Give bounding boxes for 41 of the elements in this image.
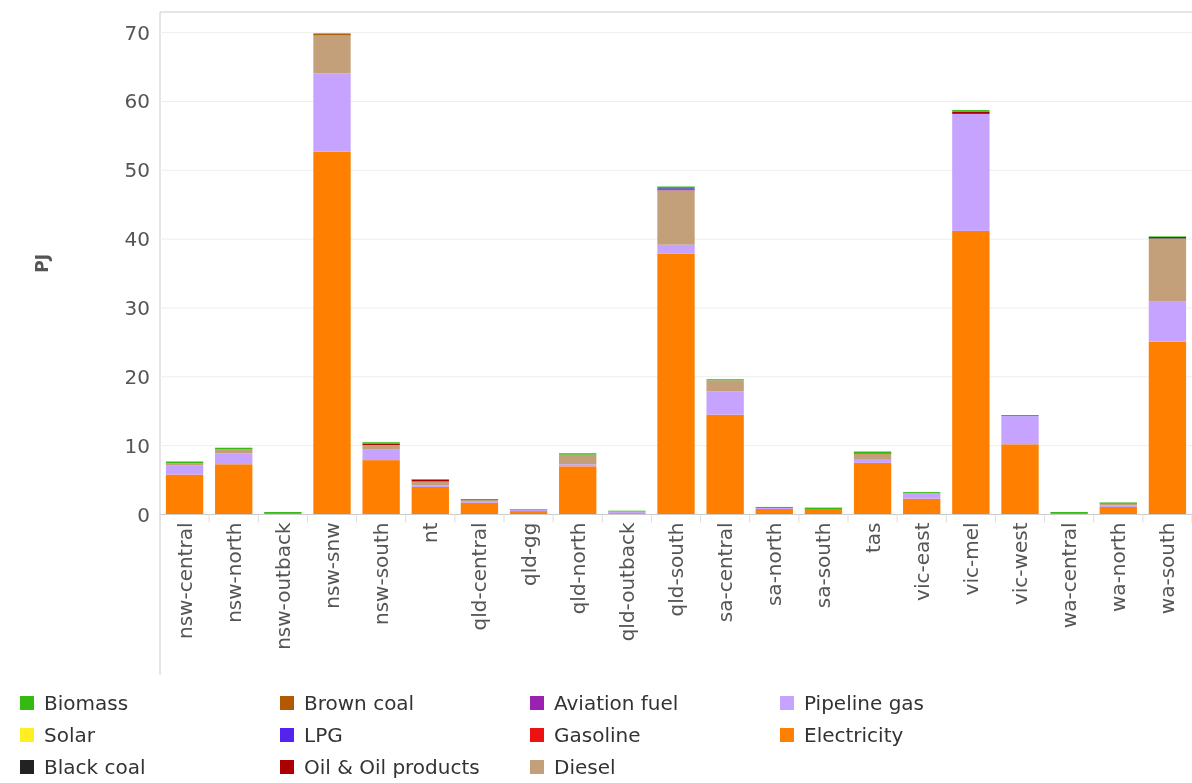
y-tick-label: 70 [124,20,150,45]
y-tick-label: 50 [124,158,150,183]
y-tick-label: 40 [124,227,150,252]
x-tick-label: nsw-snw [320,522,344,609]
x-tick-label: qld-central [467,522,492,631]
legend-label: Biomass [44,691,129,715]
x-tick-label: nt [418,522,443,544]
x-tick-label: sa-central [713,522,738,623]
legend-label: Diesel [554,755,616,779]
x-tick-label: qld-south [664,522,688,617]
y-tick-label: 20 [124,364,150,389]
y-tick-label: 60 [124,89,150,114]
x-tick-label: vic-west [1008,522,1032,606]
x-tick-label: sa-north [762,522,787,607]
y-axis-title: PJ [32,253,52,273]
x-tick-label: wa-central [1057,522,1082,629]
x-tick-label: tas [860,522,885,554]
x-tick-label: wa-south [1155,522,1180,615]
y-tick-label: 10 [124,433,150,458]
legend-label: Electricity [804,723,904,747]
x-tick-label: nsw-central [172,522,197,640]
legend-label: Gasoline [554,723,641,747]
legend-label: LPG [304,723,343,747]
legend-label: Pipeline gas [804,691,924,715]
y-tick-label: 0 [137,502,150,527]
legend-label: Black coal [44,755,146,779]
x-tick-label: vic-mel [958,522,983,596]
x-tick-label: nsw-outback [270,522,295,650]
x-tick-label: qld-north [565,522,590,615]
x-tick-label: vic-east [909,522,934,601]
x-tick-label: nsw-north [221,522,246,623]
y-tick-label: 30 [124,295,150,320]
x-tick-label: sa-south [811,522,836,609]
legend-label: Brown coal [304,691,415,715]
x-tick-label: qld-outback [614,522,639,642]
x-tick-label: qld-gg [516,522,541,587]
x-tick-label: wa-north [1106,522,1131,612]
legend-label: Solar [44,723,96,747]
x-tick-label: nsw-south [369,522,394,626]
legend-label: Oil & Oil products [304,755,480,779]
legend-label: Aviation fuel [554,691,679,715]
